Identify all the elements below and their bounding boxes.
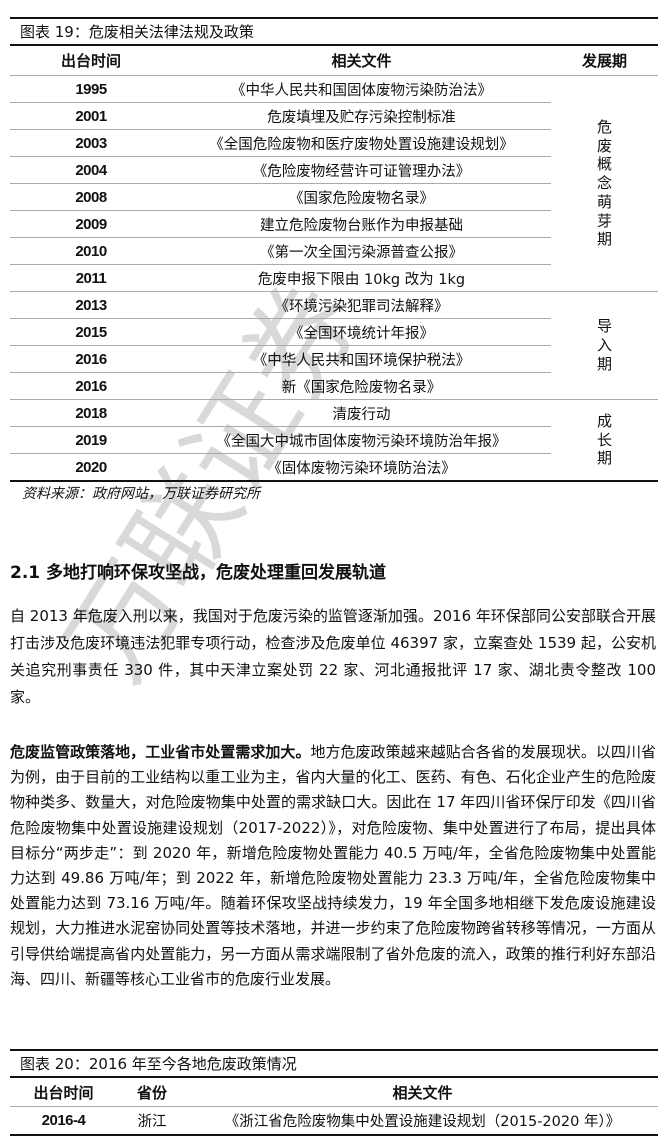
table-row: 2020 《固体废物污染环境防治法》 <box>10 453 658 481</box>
document-cell: 《国家危险废物名录》 <box>172 183 551 211</box>
year-cell: 2009 <box>10 210 172 238</box>
figure-20-title: 图表 20：2016 年至今各地危废政策情况 <box>10 1049 658 1078</box>
figure-19-title: 图表 19：危废相关法律法规及政策 <box>10 17 658 46</box>
period-label: 危废概念萌芽期 <box>597 117 613 249</box>
year-cell: 2020 <box>10 453 172 481</box>
header-date: 出台时间 <box>33 1083 94 1102</box>
year-cell: 1995 <box>10 75 172 103</box>
period-label: 导入期 <box>597 317 613 373</box>
table-row: 2009 建立危险废物台账作为申报基础 <box>10 210 658 238</box>
document-cell: 《危险废物经营许可证管理办法》 <box>172 156 551 184</box>
document-cell: 《环境污染犯罪司法解释》 <box>172 291 551 319</box>
document-cell: 《全国大中城市固体废物污染环境防治年报》 <box>172 426 551 454</box>
document-cell: 危废申报下限由 10kg 改为 1kg <box>172 264 551 292</box>
table-row: 2016 《中华人民共和国环境保护税法》 <box>10 345 658 373</box>
table-row: 2008 《国家危险废物名录》 <box>10 183 658 211</box>
table-row: 2018 清废行动 成长期 <box>10 399 658 481</box>
year-cell: 2013 <box>10 291 172 319</box>
year-cell: 2016 <box>10 345 172 373</box>
header-document: 相关文件 <box>331 52 392 70</box>
year-cell: 2019 <box>10 426 172 454</box>
header-document: 相关文件 <box>392 1083 453 1102</box>
document-cell: 清废行动 <box>172 399 551 427</box>
year-cell: 2018 <box>10 399 172 427</box>
document-cell: 危废填埋及贮存污染控制标准 <box>172 102 551 130</box>
document-cell: 建立危险废物台账作为申报基础 <box>172 210 551 238</box>
table-row: 2001 危废填埋及贮存污染控制标准 <box>10 102 658 130</box>
table-row: 2016 新《国家危险废物名录》 <box>10 372 658 400</box>
source-note: 资料来源：政府网站，万联证券研究所 <box>22 486 260 502</box>
header-year: 出台时间 <box>60 52 121 70</box>
document-cell: 《第一次全国污染源普查公报》 <box>172 237 551 265</box>
document-cell: 《全国环境统计年报》 <box>172 318 551 346</box>
year-cell: 2016 <box>10 372 172 400</box>
document-cell: 《中华人民共和国固体废物污染防治法》 <box>172 75 551 103</box>
period-cell: 成长期 <box>551 399 658 481</box>
period-label: 成长期 <box>597 411 613 468</box>
year-cell: 2010 <box>10 237 172 265</box>
header-period: 发展期 <box>581 52 627 70</box>
document-cell: 《全国危险废物和医疗废物处置设施建设规划》 <box>172 129 551 157</box>
table-row: 2019 《全国大中城市固体废物污染环境防治年报》 <box>10 426 658 454</box>
table-row: 2010 《第一次全国污染源普查公报》 <box>10 237 658 265</box>
year-cell: 2004 <box>10 156 172 184</box>
year-cell: 2015 <box>10 318 172 346</box>
figure-19: 图表 19：危废相关法律法规及政策 出台时间 相关文件 发展期 1995 《中华人… <box>10 17 658 482</box>
paragraph-2-lead: 危废监管政策落地，工业省市处置需求加大。 <box>10 743 311 761</box>
period-cell: 危废概念萌芽期 <box>551 75 658 292</box>
table-row: 2013 《环境污染犯罪司法解释》导入期 <box>10 291 658 400</box>
paragraph-2: 危废监管政策落地，工业省市处置需求加大。地方危废政策越来越贴合各省的发展现状。以… <box>10 740 656 992</box>
table-row: 2004 《危险废物经营许可证管理办法》 <box>10 156 658 184</box>
table-row: 2011 危废申报下限由 10kg 改为 1kg <box>10 264 658 292</box>
figure-19-table: 出台时间 相关文件 发展期 1995 《中华人民共和国固体废物污染防治法》危废概念… <box>10 46 658 482</box>
table-row: 1995 《中华人民共和国固体废物污染防治法》危废概念萌芽期 <box>10 75 658 292</box>
document-cell: 新《国家危险废物名录》 <box>172 372 551 400</box>
year-cell: 2011 <box>10 264 172 292</box>
section-heading: 2.1 多地打响环保攻坚战，危废处理重回发展轨道 <box>10 563 387 583</box>
figure-20-table: 出台时间 省份 相关文件 2016-4 浙江 《浙江省危险废物集中处置设施建设规… <box>10 1078 658 1136</box>
document-cell: 《中华人民共和国环境保护税法》 <box>172 345 551 373</box>
figure-20: 图表 20：2016 年至今各地危废政策情况 出台时间 省份 相关文件 2016… <box>10 1049 658 1136</box>
year-cell: 2003 <box>10 129 172 157</box>
year-cell: 2001 <box>10 102 172 130</box>
year-cell: 2008 <box>10 183 172 211</box>
date-cell: 2016-4 <box>10 1106 117 1135</box>
table-row: 2015 《全国环境统计年报》 <box>10 318 658 346</box>
paragraph-2-body: 地方危废政策越来越贴合各省的发展现状。以四川省为例，由于目前的工业结构以重工业为… <box>10 743 656 988</box>
header-province: 省份 <box>136 1083 167 1102</box>
document-cell: 《浙江省危险废物集中处置设施建设规划（2015-2020 年）》 <box>187 1106 658 1135</box>
paragraph-1: 自 2013 年危废入刑以来，我国对于危废污染的监管逐渐加强。2016 年环保部… <box>10 607 656 706</box>
province-cell: 浙江 <box>117 1106 187 1135</box>
table-row: 2016-4 浙江 《浙江省危险废物集中处置设施建设规划（2015-2020 年… <box>10 1106 658 1135</box>
period-cell: 导入期 <box>551 291 658 400</box>
document-cell: 《固体废物污染环境防治法》 <box>172 453 551 481</box>
table-row: 2003 《全国危险废物和医疗废物处置设施建设规划》 <box>10 129 658 157</box>
